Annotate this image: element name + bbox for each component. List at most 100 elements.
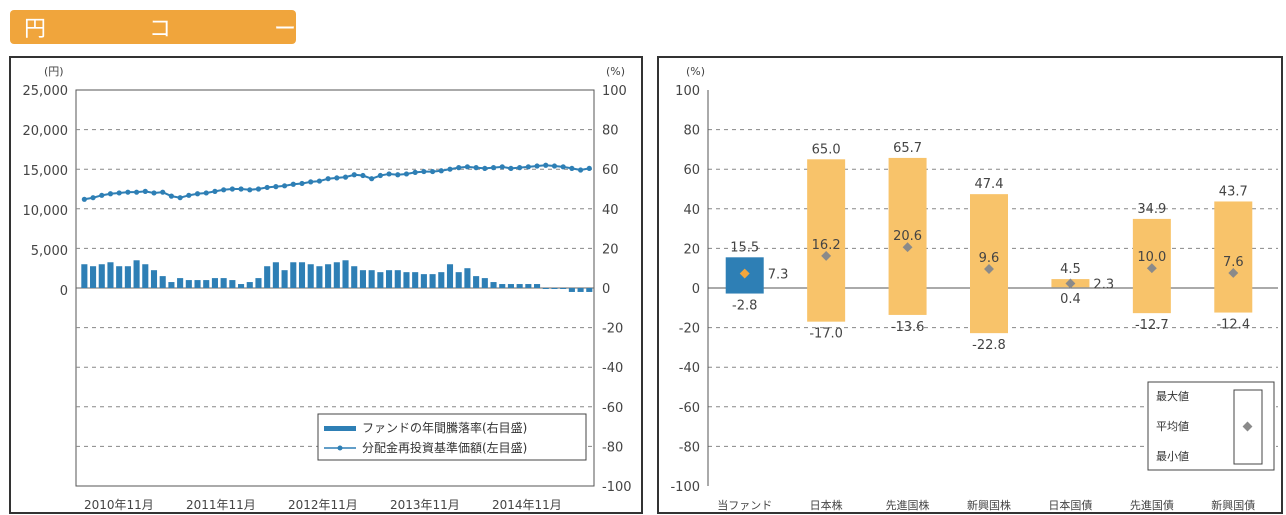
category-label: 新興国債 — [1211, 498, 1255, 512]
return-bar — [507, 284, 514, 288]
nav-point — [116, 190, 122, 196]
return-bar — [133, 260, 140, 288]
nav-point — [316, 178, 323, 184]
nav-point — [369, 176, 375, 182]
return-bar — [455, 272, 462, 288]
right-y-tick-label: -60 — [602, 401, 623, 416]
return-bar — [81, 264, 88, 288]
nav-point — [273, 184, 279, 190]
return-bar — [194, 280, 201, 288]
right-y-tick-label: 100 — [602, 84, 627, 99]
x-tick-label: 2013年11月 — [390, 498, 460, 512]
right-y-tick-label: 0 — [602, 282, 610, 297]
legend-max-label: 最大値 — [1156, 389, 1189, 403]
left-y-tick-label: 15,000 — [23, 164, 69, 179]
nav-point — [517, 165, 523, 171]
return-bar — [255, 278, 262, 288]
right-chart-y-unit: (%) — [686, 65, 705, 78]
return-bar — [525, 284, 532, 288]
return-bar — [481, 278, 488, 288]
max-value-label: 4.5 — [1060, 262, 1081, 277]
max-value-label: 15.5 — [730, 240, 759, 255]
return-bar — [394, 270, 401, 288]
nav-point — [177, 195, 183, 201]
return-bar — [446, 264, 454, 288]
avg-marker — [984, 264, 994, 274]
return-bar — [386, 270, 393, 288]
right-y-tick-label: 80 — [602, 124, 619, 139]
return-bar — [281, 270, 288, 288]
return-bar — [150, 270, 158, 288]
nav-point — [212, 188, 218, 194]
legend-line-marker — [337, 445, 343, 451]
nav-point — [377, 172, 383, 179]
y-tick-label: 60 — [683, 163, 700, 178]
return-bar — [272, 262, 279, 288]
left-y-tick-label: 5,000 — [31, 244, 68, 259]
nav-point — [473, 165, 479, 171]
legend-bar-swatch — [324, 426, 356, 431]
nav-point — [569, 165, 575, 172]
return-bar — [124, 266, 131, 288]
nav-point — [186, 192, 192, 198]
range-bars — [725, 157, 1253, 334]
course-title: 円 コ ー ス — [24, 17, 469, 42]
nav-point — [525, 164, 531, 170]
nav-line-path — [84, 164, 590, 201]
nav-point — [560, 164, 566, 170]
nav-point — [490, 165, 497, 171]
left-chart: (円) (%) 25,000 20,000 15,000 10,000 5,000 0 1… — [9, 56, 643, 514]
avg-marker — [902, 242, 913, 253]
right-y-tick-label: 60 — [602, 163, 619, 178]
return-bar — [211, 278, 218, 288]
right-legend: 最大値 平均値 最小値 — [1147, 381, 1275, 471]
nav-point — [221, 187, 227, 193]
avg-value-label: 7.6 — [1223, 255, 1244, 270]
range-value-labels: 15.5 -2.8 7.3 65.0 -17.0 16.2 65.7 -13.6 20.6 47.… — [730, 141, 1250, 353]
nav-point — [151, 190, 157, 196]
y-tick-label: -100 — [670, 480, 700, 495]
left-y-unit: (円) — [44, 65, 64, 78]
range-bar-2 — [888, 157, 927, 315]
return-bar — [351, 266, 358, 288]
right-y-tick-label: 20 — [602, 242, 619, 257]
return-bar — [420, 274, 427, 288]
nav-point — [456, 165, 462, 171]
return-bar — [203, 280, 210, 288]
return-bar — [307, 264, 314, 288]
nav-point — [586, 165, 592, 172]
nav-point — [264, 184, 270, 191]
y-tick-label: -60 — [679, 401, 700, 416]
right-y-tick-label: -100 — [602, 480, 632, 495]
return-bar — [464, 268, 471, 288]
left-legend: ファンドの年間騰落率(右目盛) 分配金再投資基準価額(左目盛) — [317, 413, 587, 461]
avg-value-label: 10.0 — [1137, 250, 1166, 265]
x-tick-label: 2010年11月 — [84, 498, 154, 512]
y-tick-label: 0 — [692, 282, 700, 297]
left-y-ticks: 25,000 20,000 15,000 10,000 5,000 0 — [23, 84, 69, 299]
nav-point — [499, 164, 505, 170]
nav-point — [81, 196, 87, 202]
nav-point — [412, 169, 418, 175]
course-title-tab: 円 コ ー ス — [10, 10, 421, 44]
left-chart-frame — [9, 56, 643, 514]
min-value-label: -22.8 — [972, 338, 1006, 353]
range-bar-6 — [1214, 201, 1253, 313]
return-bar — [316, 266, 323, 288]
nav-point — [308, 179, 314, 185]
y-tick-label: -80 — [679, 440, 700, 455]
legend-label-return: ファンドの年間騰落率(右目盛) — [362, 420, 527, 435]
right-y-tick-label: 40 — [602, 203, 619, 218]
nav-point — [133, 189, 140, 195]
return-bar — [568, 288, 575, 292]
y-tick-label: 40 — [683, 203, 700, 218]
right-y-tick-label: -80 — [602, 440, 623, 455]
return-bar — [560, 288, 567, 289]
avg-value-label: 20.6 — [893, 229, 922, 244]
category-label: 当ファンド — [717, 498, 772, 512]
y-tick-label: -40 — [679, 361, 700, 376]
nav-point — [429, 168, 436, 175]
return-bar — [142, 264, 149, 288]
min-value-label: -17.0 — [809, 327, 843, 342]
nav-point — [421, 168, 427, 175]
